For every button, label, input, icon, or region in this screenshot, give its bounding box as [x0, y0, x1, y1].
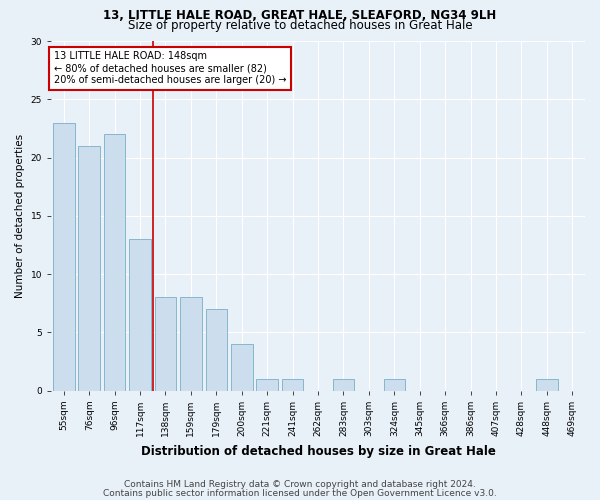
Text: Contains HM Land Registry data © Crown copyright and database right 2024.: Contains HM Land Registry data © Crown c…: [124, 480, 476, 489]
Bar: [53, 122, 74, 391]
Text: Size of property relative to detached houses in Great Hale: Size of property relative to detached ho…: [128, 19, 472, 32]
Bar: [155, 298, 176, 391]
Bar: [536, 379, 557, 391]
Text: 13 LITTLE HALE ROAD: 148sqm
← 80% of detached houses are smaller (82)
20% of sem: 13 LITTLE HALE ROAD: 148sqm ← 80% of det…: [54, 52, 286, 84]
Bar: [129, 239, 151, 391]
Y-axis label: Number of detached properties: Number of detached properties: [15, 134, 25, 298]
Bar: [282, 379, 304, 391]
Bar: [332, 379, 354, 391]
Bar: [180, 298, 202, 391]
Bar: [231, 344, 253, 391]
Bar: [104, 134, 125, 391]
Bar: [79, 146, 100, 391]
X-axis label: Distribution of detached houses by size in Great Hale: Distribution of detached houses by size …: [140, 444, 496, 458]
Bar: [206, 309, 227, 391]
Bar: [383, 379, 405, 391]
Text: Contains public sector information licensed under the Open Government Licence v3: Contains public sector information licen…: [103, 488, 497, 498]
Text: 13, LITTLE HALE ROAD, GREAT HALE, SLEAFORD, NG34 9LH: 13, LITTLE HALE ROAD, GREAT HALE, SLEAFO…: [103, 9, 497, 22]
Bar: [256, 379, 278, 391]
